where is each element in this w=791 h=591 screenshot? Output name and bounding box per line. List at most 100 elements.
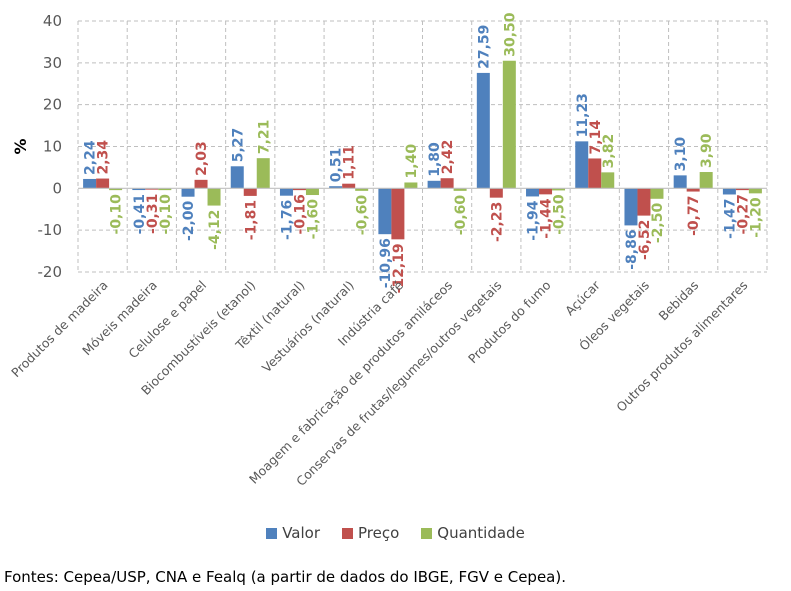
data-label: 11,23 <box>575 93 591 137</box>
bar-quantidade <box>109 188 123 191</box>
legend-swatch-valor <box>266 527 278 539</box>
bar-valor <box>624 188 638 226</box>
bar-quantidade <box>552 188 566 191</box>
bar-quantidade <box>256 158 270 189</box>
y-tick-label: 10 <box>43 138 62 156</box>
data-label: -1,20 <box>748 197 764 238</box>
bar-quantidade <box>601 172 615 189</box>
data-label: -6,52 <box>637 220 653 260</box>
bar-valor <box>329 186 343 189</box>
data-label: -2,00 <box>181 200 197 241</box>
category-label: Açúcar <box>562 277 603 318</box>
data-label: -0,31 <box>145 194 161 234</box>
y-tick-label: -20 <box>38 263 63 281</box>
bar-valor <box>476 72 490 189</box>
bar-valor <box>279 188 293 196</box>
data-label: 0,51 <box>329 148 345 183</box>
bar-valor <box>427 180 441 189</box>
bar-quantidade <box>158 188 172 191</box>
y-axis-label: % <box>11 138 30 154</box>
data-label: -0,10 <box>158 194 174 235</box>
bar-valor <box>673 175 687 189</box>
bar-quantidade <box>305 188 319 196</box>
data-label: 5,27 <box>230 128 246 163</box>
bar-valor <box>132 188 146 191</box>
bar-valor <box>722 188 736 195</box>
bar-quantidade <box>404 182 418 189</box>
y-tick-label: 20 <box>43 96 62 114</box>
bar-quantidade <box>502 60 516 189</box>
y-tick-label: 30 <box>43 54 62 72</box>
data-label: 30,50 <box>502 12 518 57</box>
y-tick-label: -10 <box>38 221 63 239</box>
bar-quantidade <box>699 172 713 189</box>
category-label: Produtos do fumo <box>465 278 554 367</box>
bar-preo <box>489 188 503 198</box>
bar-valor <box>378 188 392 235</box>
legend-label-quantidade: Quantidade <box>437 524 525 542</box>
data-label: -0,10 <box>109 194 125 235</box>
bar-quantidade <box>748 188 762 194</box>
legend-item-quantidade: Quantidade <box>421 524 525 542</box>
data-label: 27,59 <box>476 25 492 69</box>
legend-label-valor: Valor <box>282 524 320 542</box>
gridlines <box>77 20 768 273</box>
bar-valor <box>83 178 97 189</box>
bar-quantidade <box>650 188 664 199</box>
data-label: -1,47 <box>722 198 738 238</box>
data-label: -2,50 <box>650 203 666 244</box>
data-label: 2,24 <box>83 140 99 175</box>
bar-valor <box>181 188 195 197</box>
data-label: -0,77 <box>686 196 702 236</box>
data-label: 7,14 <box>588 120 604 155</box>
bar-preo <box>686 188 700 192</box>
bar-preo <box>637 188 651 216</box>
bar-preo <box>735 188 749 191</box>
source-note: Fontes: Cepea/USP, CNA e Fealq (a partir… <box>4 568 566 586</box>
bar-preo <box>342 183 356 189</box>
data-label: -0,60 <box>355 195 371 236</box>
bar-preo <box>194 179 208 189</box>
data-label: 3,82 <box>601 134 617 169</box>
legend: Valor Preço Quantidade <box>0 524 791 542</box>
bar-preo <box>292 188 306 191</box>
bar-valor <box>526 188 540 197</box>
bars <box>83 60 762 240</box>
bar-preo <box>440 178 454 189</box>
bar-preo <box>391 188 405 240</box>
bar-preo <box>588 158 602 189</box>
category-label: Vestuários (natural) <box>259 278 357 376</box>
bar-valor <box>575 141 589 189</box>
legend-swatch-quantidade <box>421 527 433 539</box>
data-label: 1,40 <box>404 144 420 179</box>
data-label: 2,42 <box>440 140 456 175</box>
data-label: -1,44 <box>539 198 555 239</box>
category-label: Bebidas <box>655 278 701 324</box>
data-label: -1,94 <box>526 200 542 241</box>
data-label: 3,90 <box>699 133 715 168</box>
data-label: 1,11 <box>342 145 358 180</box>
data-label: -2,23 <box>489 202 505 242</box>
bar-preo <box>539 188 553 195</box>
data-label: -0,60 <box>453 195 469 236</box>
legend-item-preco: Preço <box>342 524 399 542</box>
legend-item-valor: Valor <box>266 524 320 542</box>
data-labels: 2,242,34-0,10 -0,41-0,31-0,10 -2,002,03-4,… <box>83 12 765 293</box>
data-label: -10,96 <box>378 238 394 288</box>
bar-preo <box>145 188 159 190</box>
data-label: -1,60 <box>305 199 321 240</box>
data-label: -8,86 <box>624 229 640 269</box>
y-axis-ticks: -20 -10 0 10 20 30 40 <box>38 12 63 281</box>
data-label: -0,16 <box>292 194 308 234</box>
data-label: -0,50 <box>552 194 568 235</box>
y-tick-label: 0 <box>52 179 62 197</box>
bar-preo <box>96 178 110 189</box>
data-label: 1,80 <box>427 142 443 177</box>
data-label: -0,27 <box>735 194 751 234</box>
data-label: -0,41 <box>132 194 148 234</box>
data-label: -1,81 <box>243 200 259 240</box>
data-label: -1,76 <box>279 200 295 240</box>
bar-quantidade <box>207 188 221 206</box>
